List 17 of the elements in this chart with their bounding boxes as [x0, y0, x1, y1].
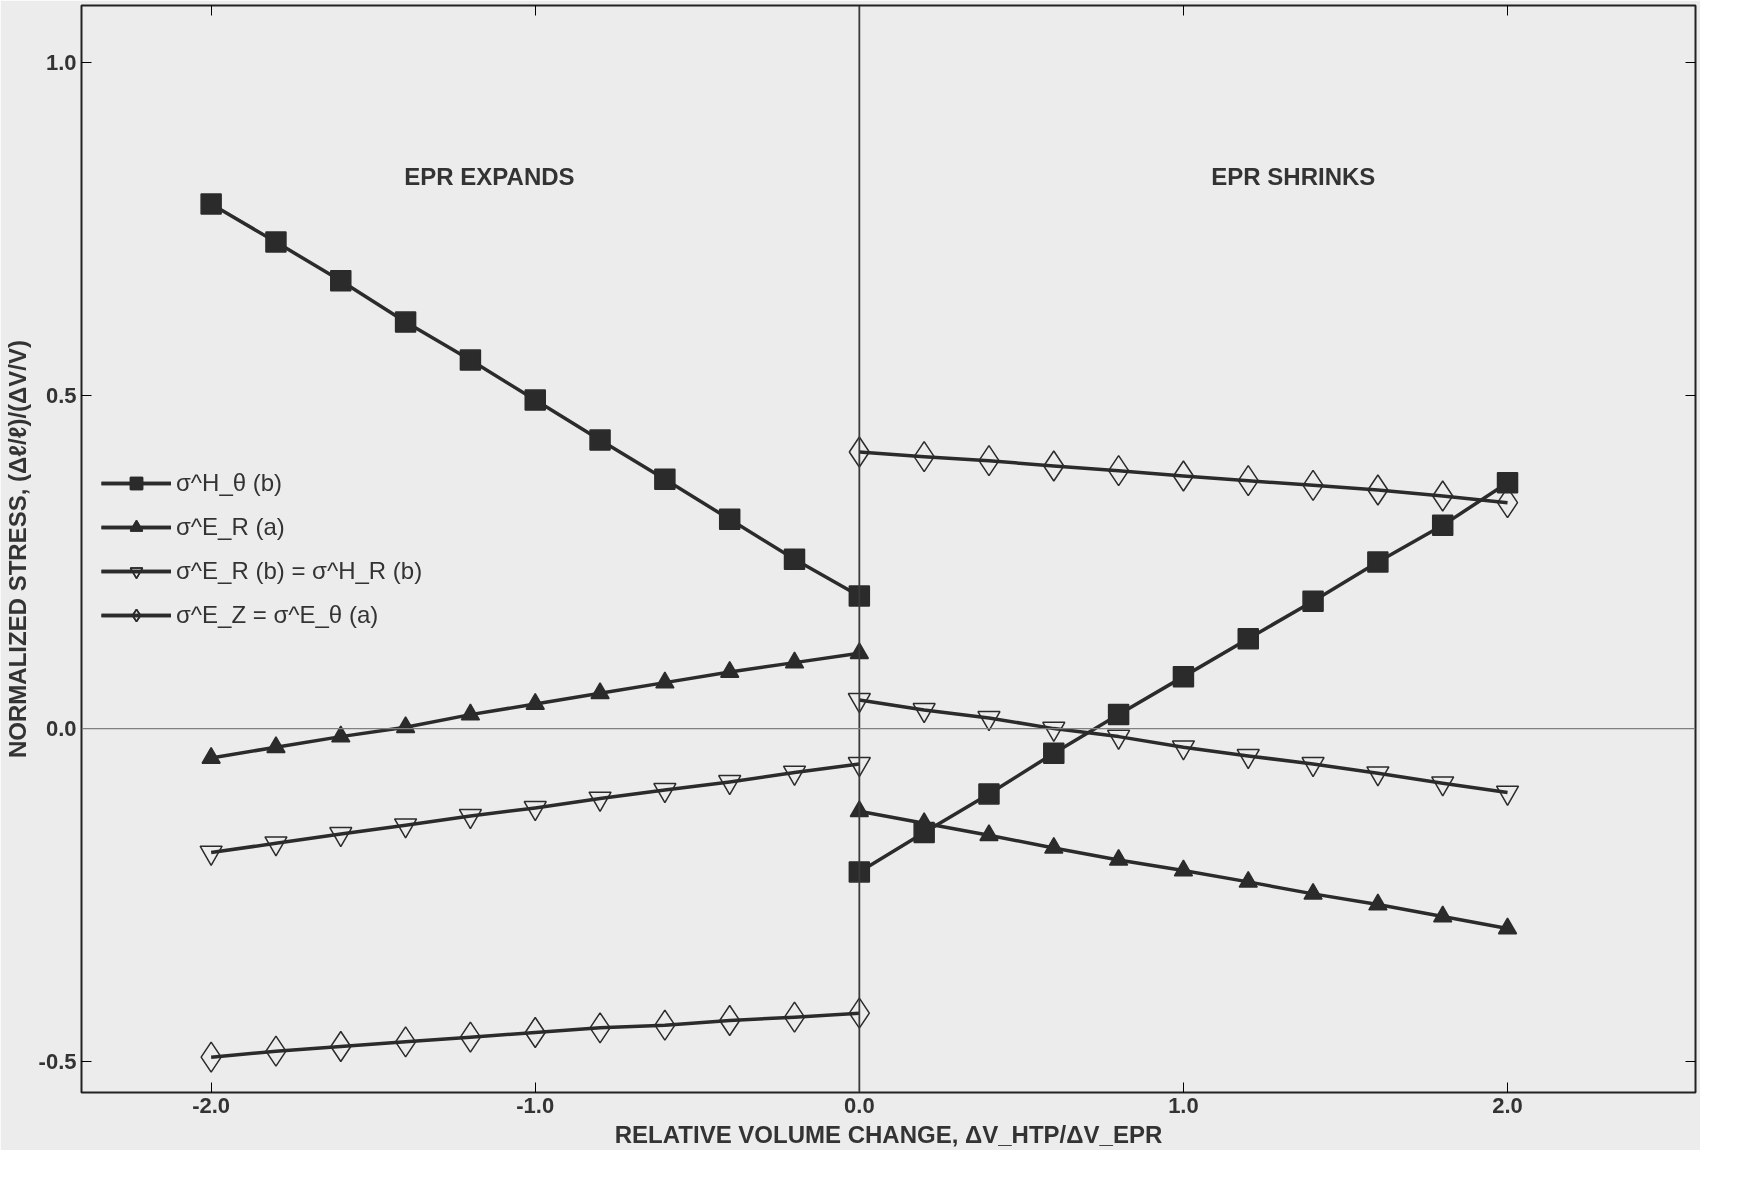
x-tick-label: 0.0 — [844, 1092, 875, 1118]
x-tick-label: -1.0 — [516, 1092, 555, 1118]
y-tick-label: 0.0 — [45, 716, 77, 742]
legend-label: σ^E_R (a) — [176, 512, 285, 541]
y-tick-label: 0.5 — [45, 382, 77, 408]
y-tick-label: 1.0 — [45, 49, 77, 75]
annotation: EPR EXPANDS — [404, 163, 575, 191]
y-tick-label: -0.5 — [38, 1049, 77, 1075]
x-tick-label: -2.0 — [192, 1092, 231, 1118]
annotation: EPR SHRINKS — [1211, 163, 1376, 191]
legend-label: σ^E_R (b) = σ^H_R (b) — [176, 556, 423, 585]
y-axis-title: NORMALIZED STRESS, (Δℓ/ℓ)/(ΔV/V) — [3, 340, 31, 758]
legend-label: σ^H_θ (b) — [176, 468, 283, 497]
legend-label: σ^E_Z = σ^E_θ (a) — [176, 600, 379, 629]
x-tick-label: 1.0 — [1168, 1092, 1199, 1118]
x-axis-title: RELATIVE VOLUME CHANGE, ΔV_HTP/ΔV_EPR — [614, 1120, 1163, 1148]
x-tick-label: 2.0 — [1492, 1092, 1523, 1118]
